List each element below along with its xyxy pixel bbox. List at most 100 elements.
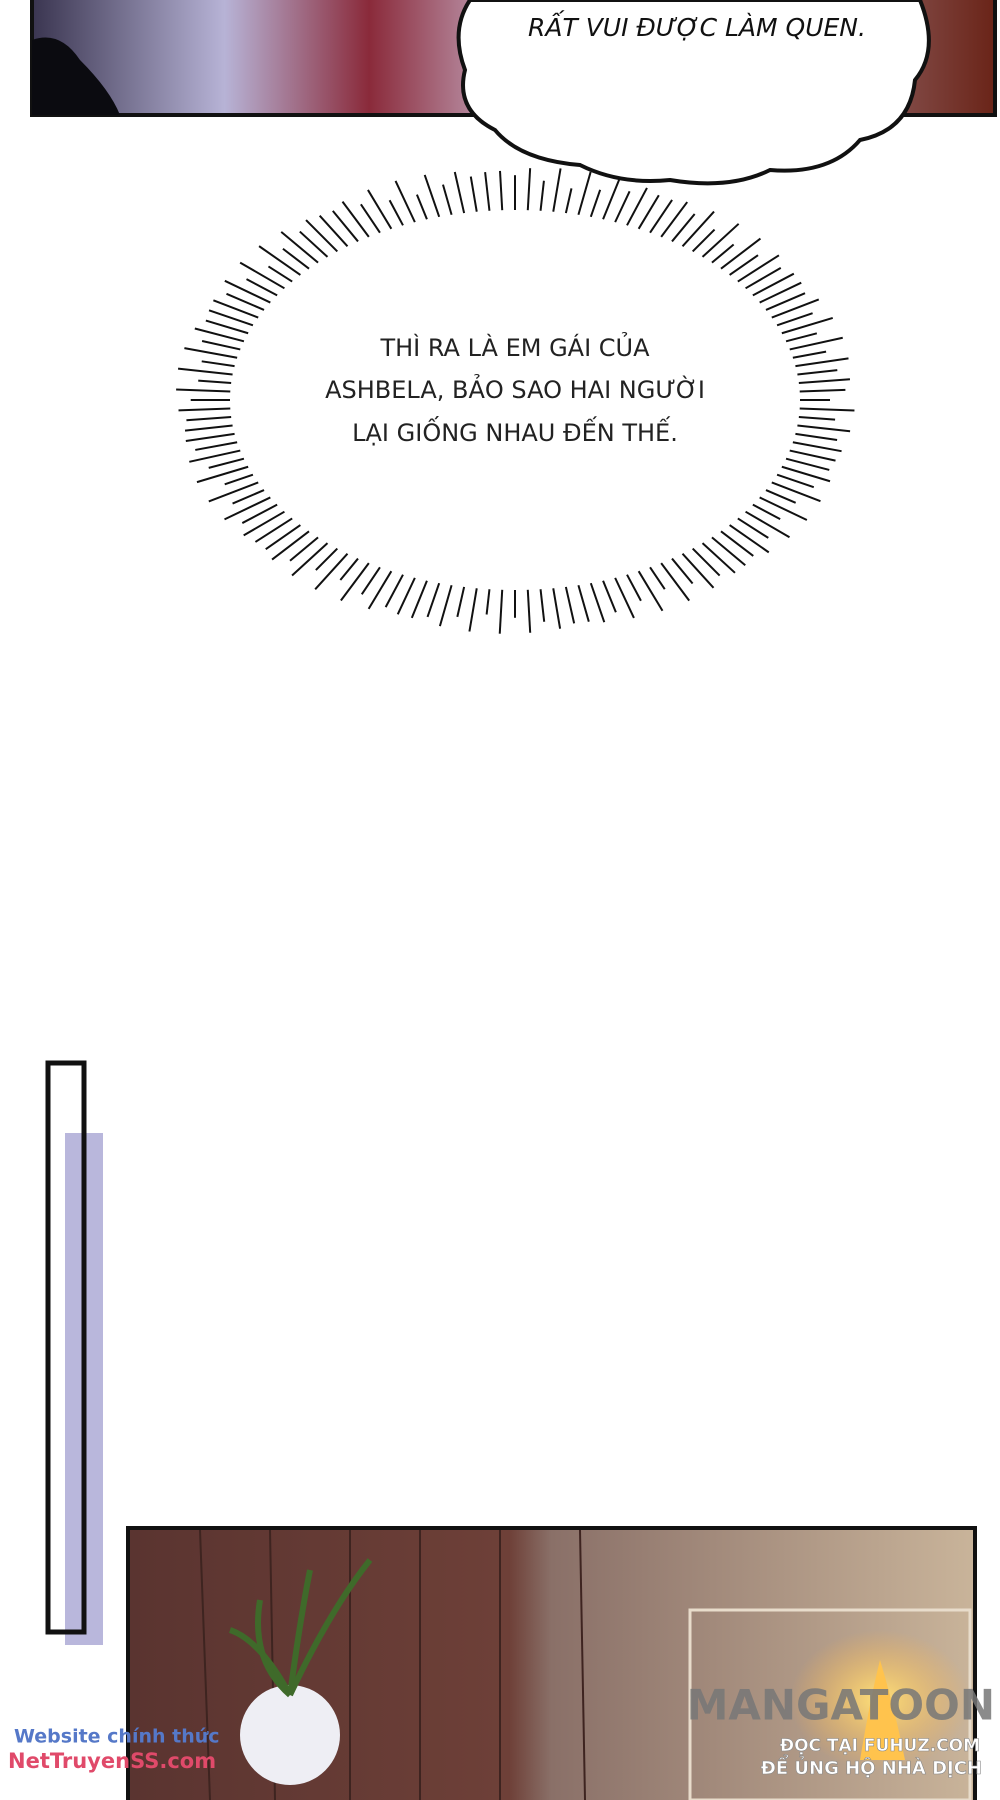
burst-spike [426, 582, 441, 618]
burst-spike [224, 279, 271, 304]
burst-spike [765, 292, 806, 311]
burst-spike [254, 517, 293, 543]
burst-spike [453, 171, 466, 214]
burst-spike [201, 340, 241, 351]
burst-spike [194, 327, 245, 343]
burst-spike [745, 266, 782, 290]
burst-spike [289, 536, 319, 562]
burst-spike [239, 261, 285, 290]
burst-spike [660, 562, 691, 602]
burst-spike [314, 553, 349, 590]
plant-pot [240, 1685, 340, 1785]
burst-spike [185, 432, 235, 442]
burst-spike [720, 237, 762, 270]
burst-spike [789, 449, 836, 462]
burst-spike [564, 586, 576, 624]
burst-spike [729, 254, 759, 276]
burst-spike [737, 254, 780, 283]
burst-spike [415, 194, 428, 220]
burst-spike [213, 299, 259, 319]
burst-spike [246, 278, 278, 297]
burst-spike [785, 332, 818, 343]
burst-spike [258, 245, 301, 276]
burst-spike [315, 547, 339, 571]
burst-spike [232, 489, 265, 505]
burst-spike [577, 171, 592, 216]
burst-spike [410, 580, 428, 619]
burst-spike [384, 574, 404, 608]
burst-spike [396, 577, 416, 615]
watermark-label: Website chính thức [14, 1726, 220, 1748]
burst-spike [241, 503, 278, 524]
burst-spike [208, 309, 254, 327]
watermark-line: ĐỌC TẠI FUHUZ.COM [780, 1736, 980, 1756]
burst-spike [776, 473, 815, 489]
bubble-line: ASHBELA, BẢO SAO HAI NGƯỜI [325, 373, 705, 404]
burst-spike [564, 188, 573, 214]
brand-watermark: MANGATOON [687, 1681, 995, 1730]
plant [228, 1558, 373, 1698]
burst-spike [184, 347, 238, 359]
burst-spike [602, 580, 617, 613]
burst-spike [367, 570, 393, 610]
burst-spike [484, 172, 491, 211]
burst-spike [552, 168, 562, 212]
shadow [32, 37, 120, 115]
side-frame [45, 1060, 87, 1635]
burst-spike [771, 481, 821, 503]
burst-spike [291, 542, 329, 577]
burst-spike [799, 407, 855, 412]
burst-spike [589, 189, 602, 218]
burst-spike [184, 424, 233, 432]
burst-spike [340, 562, 370, 602]
burst-spike [671, 213, 696, 243]
burst-spike [752, 272, 795, 297]
bubble-text: RẤT VUI ĐƯỢC LÀM QUEN. [528, 10, 866, 42]
burst-spike [539, 180, 545, 211]
burst-spike [552, 588, 562, 629]
burst-spike [792, 441, 842, 453]
burst-spike [332, 210, 359, 243]
burst-spike [208, 481, 259, 503]
burst-spike [305, 219, 339, 253]
burst-spike [456, 586, 466, 618]
burst-spike [711, 536, 746, 566]
burst-spike [318, 215, 349, 247]
burst-spike [577, 584, 590, 622]
burst-spike [792, 350, 827, 359]
flame [860, 1660, 905, 1760]
burst-spike [367, 189, 393, 230]
burst-spike [539, 589, 546, 622]
burst-spike [394, 180, 416, 223]
burst-spike [720, 530, 754, 557]
burst-spike [671, 557, 694, 585]
burst-spike [360, 566, 381, 595]
burst-spike [626, 574, 642, 602]
burst-spike [189, 449, 241, 463]
burst-spike [701, 223, 740, 258]
burst-spike [776, 312, 813, 327]
burst-spike [438, 584, 453, 627]
burst-spike [205, 319, 249, 335]
burst-spike [589, 582, 606, 623]
burst-spike [795, 357, 849, 368]
burst-spike [265, 524, 301, 551]
burst-spike [797, 369, 838, 376]
burst-spike [226, 292, 265, 311]
burst-spike [626, 187, 648, 226]
burst-spike [781, 465, 831, 483]
burst-spike [691, 228, 716, 253]
burst-spike [771, 298, 820, 319]
burst-spike [797, 424, 851, 433]
burst-spike [198, 379, 232, 384]
burst-spike [637, 194, 660, 230]
burst-spike [637, 570, 664, 612]
burst-spike [499, 170, 504, 211]
burst-spike [299, 230, 329, 258]
burst-spike [759, 281, 802, 304]
burst-spike [798, 416, 836, 421]
burst-spike [526, 168, 532, 211]
burst-spike [789, 336, 843, 351]
burst-spike [243, 510, 285, 537]
burst-spike [442, 184, 453, 216]
